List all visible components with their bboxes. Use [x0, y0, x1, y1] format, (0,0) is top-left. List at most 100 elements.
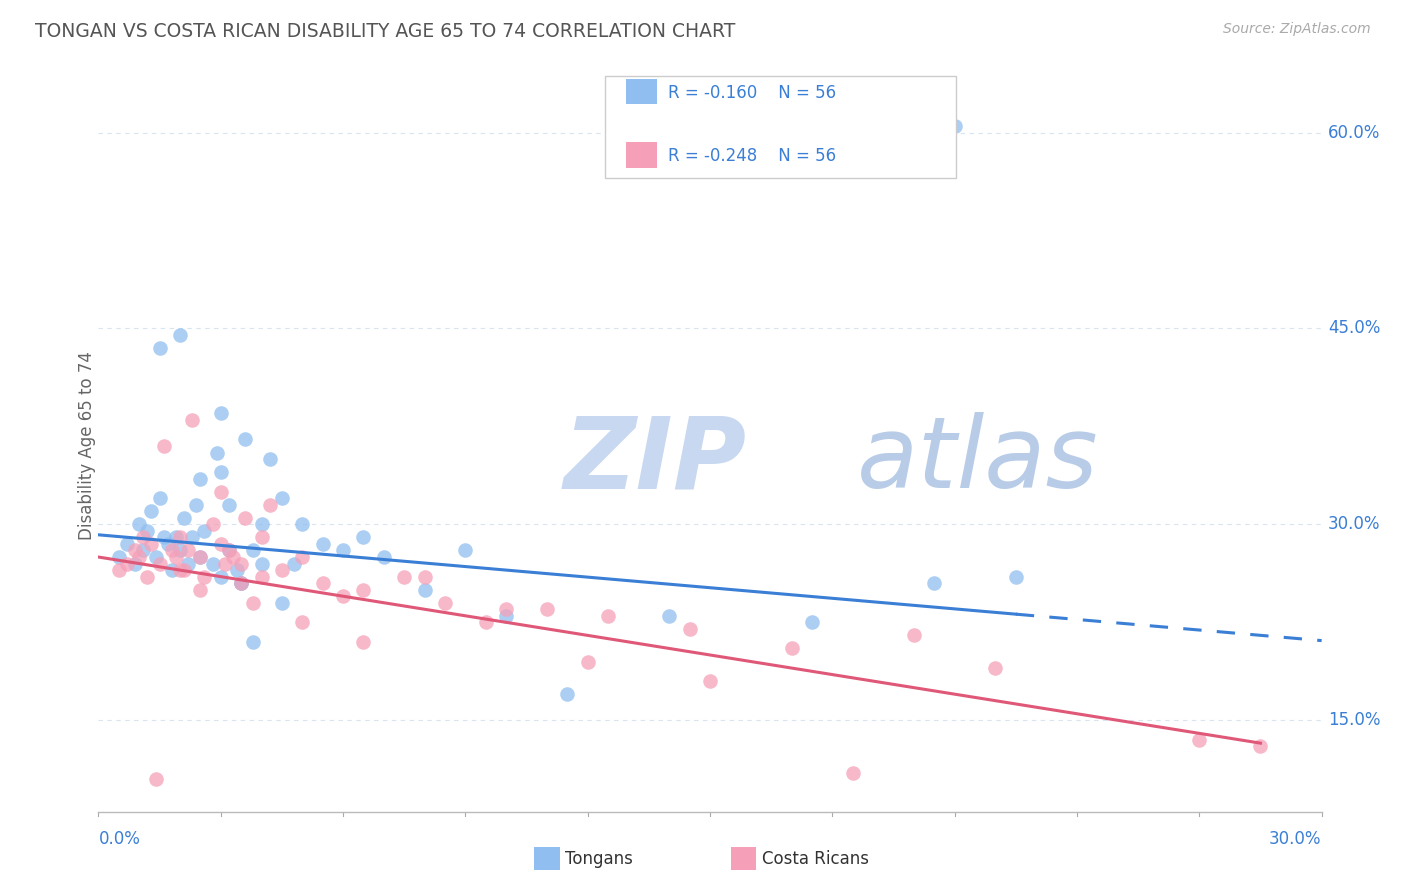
Point — [433, 596, 456, 610]
Point — [160, 543, 183, 558]
Point — [145, 549, 167, 564]
Point — [124, 543, 146, 558]
Point — [149, 491, 172, 506]
Point — [149, 341, 172, 355]
Point — [141, 504, 163, 518]
Point — [943, 119, 966, 133]
Point — [218, 543, 240, 558]
Text: R = -0.248    N = 56: R = -0.248 N = 56 — [668, 147, 837, 165]
Point — [115, 557, 138, 571]
Point — [679, 622, 702, 636]
Point — [218, 498, 240, 512]
Point — [152, 439, 174, 453]
Point — [181, 530, 204, 544]
Point — [231, 576, 253, 591]
Point — [132, 543, 155, 558]
Point — [128, 549, 150, 564]
Point — [495, 602, 517, 616]
Point — [181, 413, 204, 427]
Point — [841, 765, 863, 780]
Point — [1188, 732, 1211, 747]
Point — [152, 530, 174, 544]
Point — [136, 524, 159, 538]
Point — [495, 608, 517, 623]
Point — [124, 557, 146, 571]
Point — [188, 549, 212, 564]
Point — [555, 687, 579, 701]
Text: 45.0%: 45.0% — [1327, 319, 1381, 337]
Text: 30.0%: 30.0% — [1327, 516, 1381, 533]
Point — [115, 537, 138, 551]
Text: atlas: atlas — [856, 412, 1098, 509]
Point — [108, 563, 131, 577]
Point — [658, 608, 681, 623]
Point — [242, 635, 264, 649]
Text: 30.0%: 30.0% — [1270, 830, 1322, 848]
Text: Source: ZipAtlas.com: Source: ZipAtlas.com — [1223, 22, 1371, 37]
Text: 0.0%: 0.0% — [98, 830, 141, 848]
Point — [352, 582, 374, 597]
Point — [233, 511, 256, 525]
Point — [352, 635, 374, 649]
Point — [250, 557, 273, 571]
Point — [233, 433, 256, 447]
Point — [373, 549, 395, 564]
Point — [169, 328, 191, 343]
Point — [291, 517, 314, 532]
Point — [193, 524, 215, 538]
Text: Costa Ricans: Costa Ricans — [762, 850, 869, 868]
Point — [173, 511, 195, 525]
Point — [231, 557, 253, 571]
Point — [270, 491, 294, 506]
Point — [214, 557, 236, 571]
Point — [186, 498, 208, 512]
Point — [132, 530, 155, 544]
Point — [188, 472, 212, 486]
Point — [392, 569, 416, 583]
Point — [231, 576, 253, 591]
Point — [984, 661, 1007, 675]
Point — [169, 530, 191, 544]
Point — [1004, 569, 1026, 583]
Point — [699, 674, 721, 689]
Point — [205, 445, 228, 459]
Text: 60.0%: 60.0% — [1327, 123, 1381, 142]
Point — [270, 596, 294, 610]
Point — [312, 537, 335, 551]
Point — [173, 563, 195, 577]
Point — [291, 549, 314, 564]
Point — [1249, 739, 1271, 754]
Point — [165, 549, 187, 564]
Point — [250, 530, 273, 544]
Text: ZIP: ZIP — [564, 412, 747, 509]
Point — [136, 569, 159, 583]
Point — [242, 596, 264, 610]
Point — [332, 589, 354, 603]
Point — [141, 537, 163, 551]
Point — [780, 641, 803, 656]
Point — [474, 615, 498, 630]
Point — [231, 576, 253, 591]
Point — [169, 563, 191, 577]
Point — [576, 655, 599, 669]
Point — [250, 569, 273, 583]
Point — [250, 517, 273, 532]
Text: 15.0%: 15.0% — [1327, 711, 1381, 730]
Text: R = -0.160    N = 56: R = -0.160 N = 56 — [668, 84, 837, 102]
Point — [352, 530, 374, 544]
Point — [160, 563, 183, 577]
Point — [454, 543, 477, 558]
Point — [128, 517, 150, 532]
Point — [226, 563, 249, 577]
Point — [188, 549, 212, 564]
Point — [209, 569, 232, 583]
Point — [801, 615, 824, 630]
Point — [145, 772, 167, 786]
Point — [165, 530, 187, 544]
Point — [177, 557, 200, 571]
Point — [291, 615, 314, 630]
Point — [413, 569, 436, 583]
Point — [193, 569, 215, 583]
Point — [283, 557, 305, 571]
Point — [413, 582, 436, 597]
